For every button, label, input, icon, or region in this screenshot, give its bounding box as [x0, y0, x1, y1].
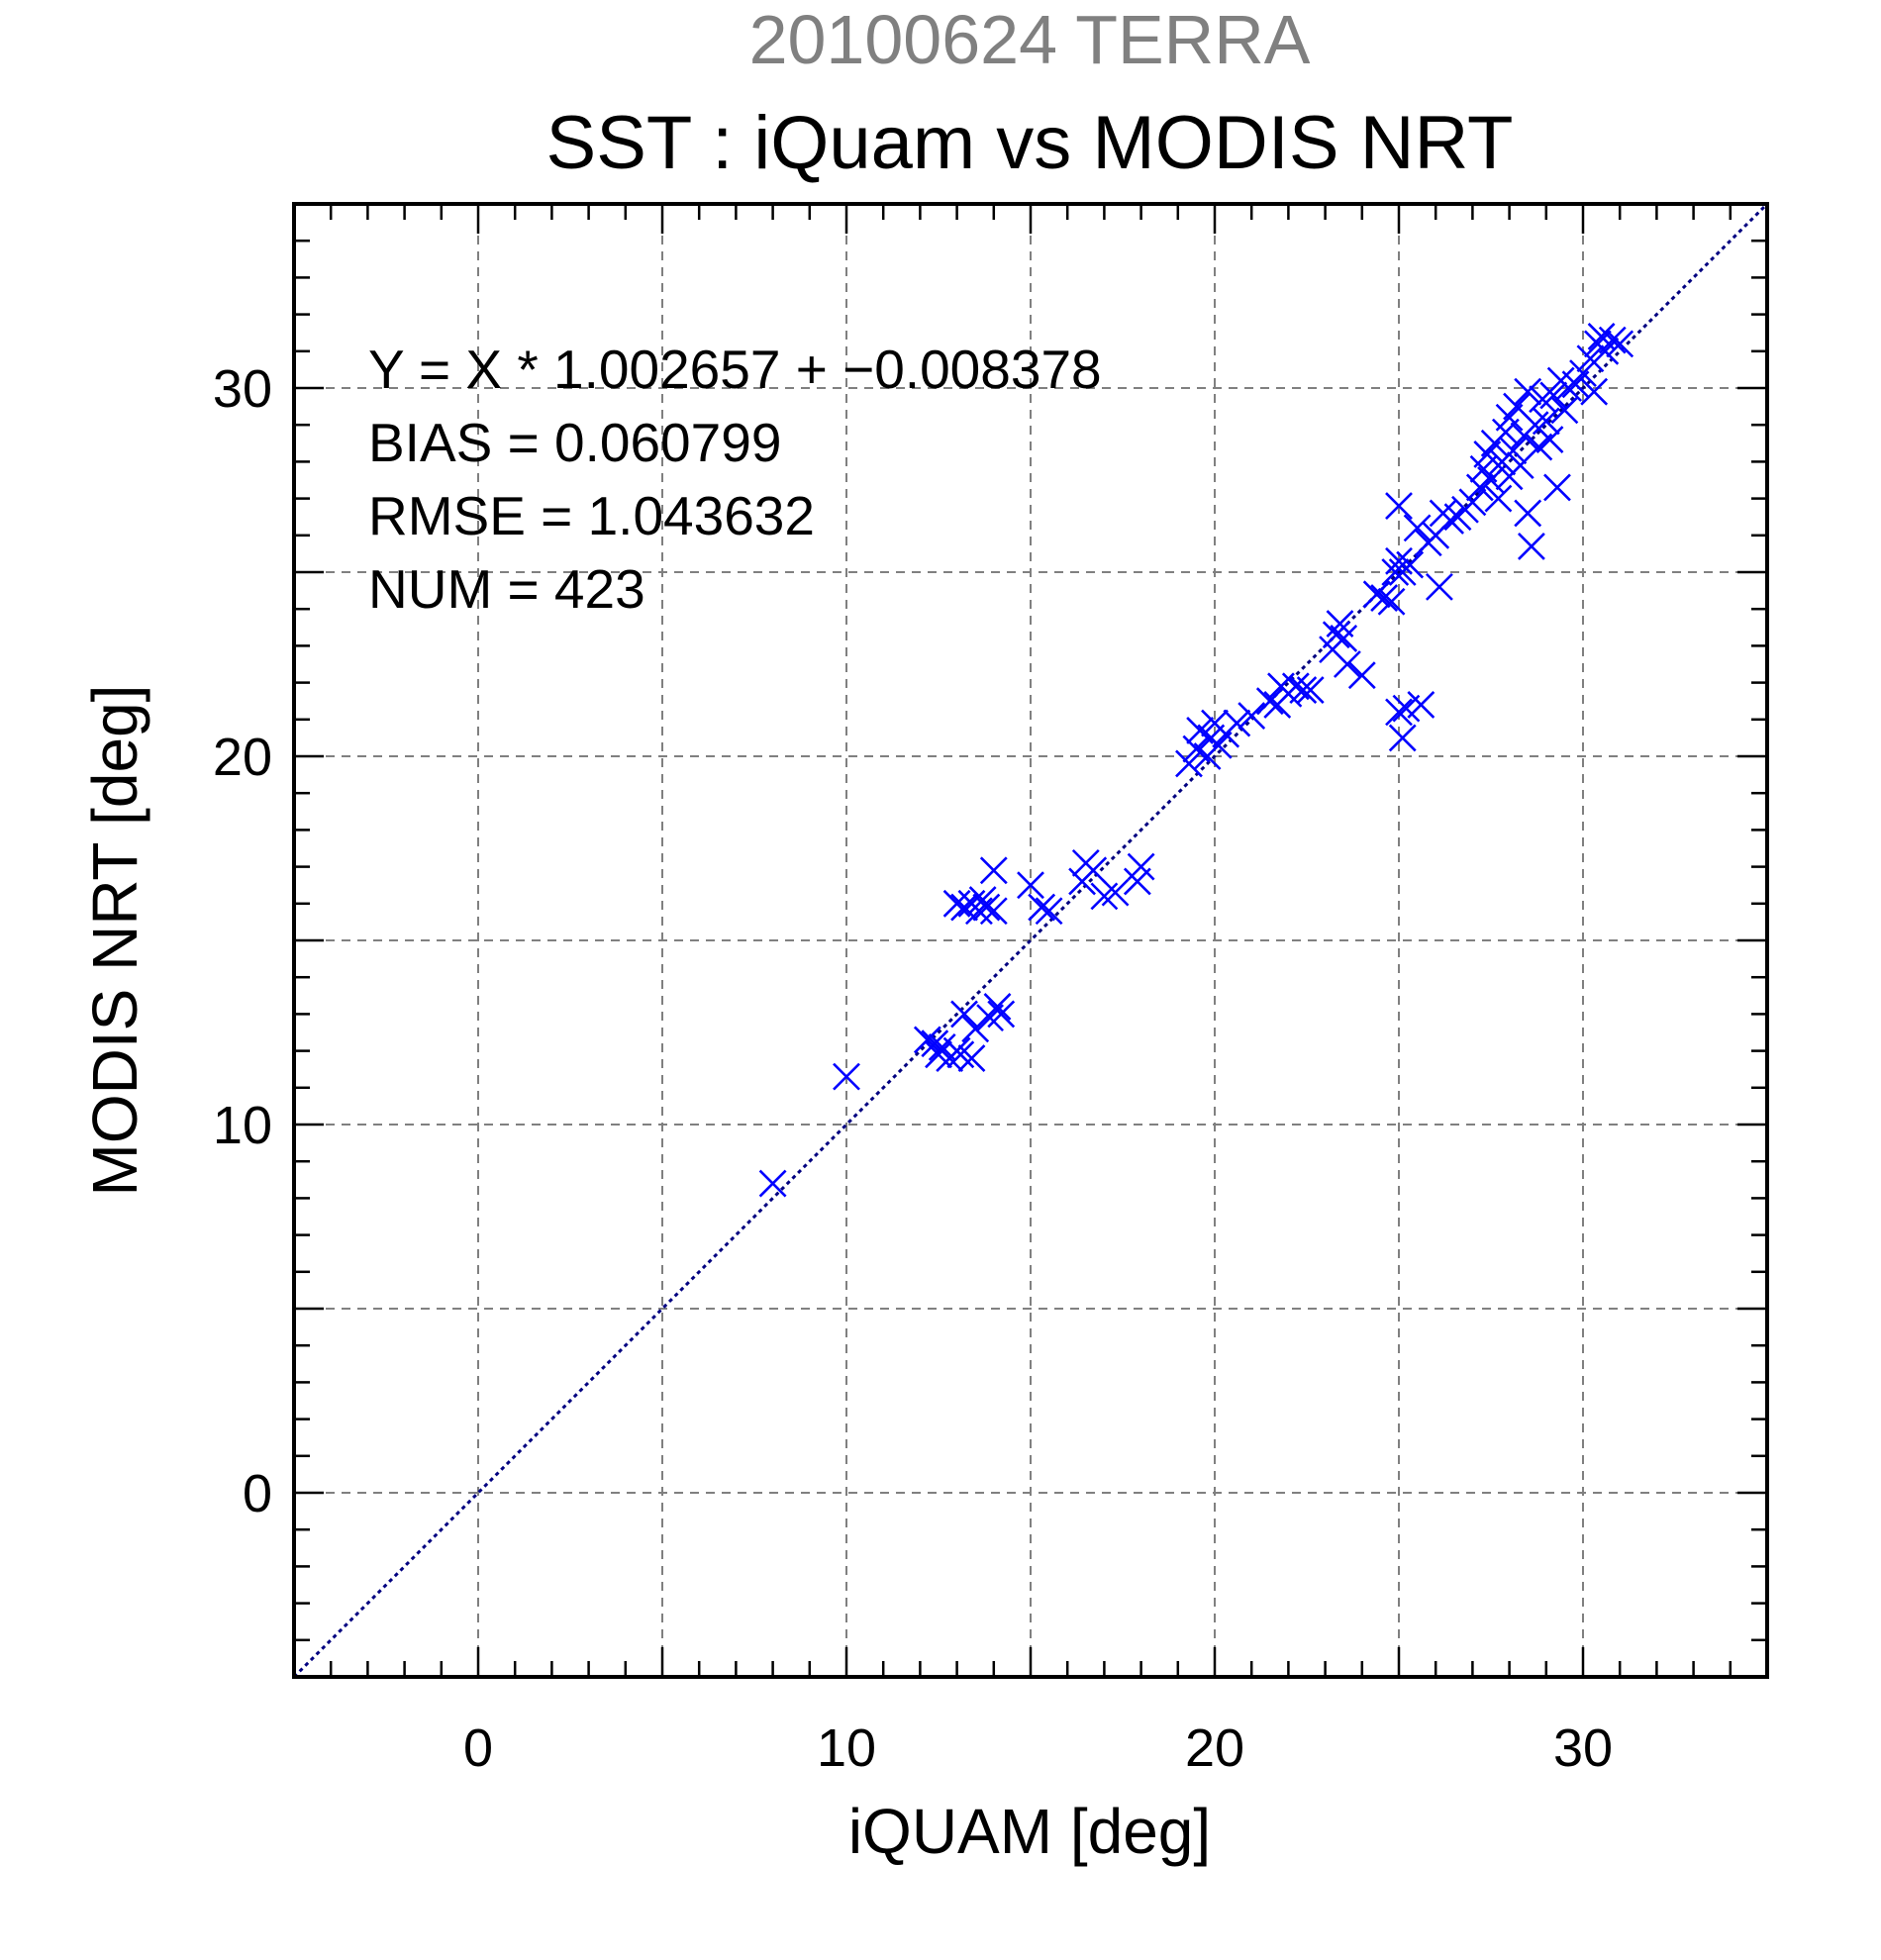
data-point: [1035, 897, 1063, 926]
stats-equation: Y = X * 1.002657 + −0.008378: [368, 339, 1102, 400]
data-point: [942, 889, 971, 918]
stats-rmse: RMSE = 1.043632: [368, 485, 815, 546]
x-tick-label: 0: [463, 1718, 493, 1778]
data-point: [1514, 499, 1542, 528]
data-point: [1407, 691, 1436, 719]
data-point: [925, 1040, 952, 1069]
y-tick-label: 20: [213, 728, 272, 787]
data-point: [979, 897, 1008, 926]
data-point: [1484, 484, 1513, 513]
reference-line-layer: [292, 202, 1769, 1679]
data-point: [1381, 558, 1410, 586]
data-point: [1606, 330, 1634, 358]
data-point: [1175, 749, 1203, 778]
data-point: [1330, 625, 1358, 652]
data-point: [1334, 650, 1361, 678]
data-point: [979, 856, 1008, 885]
data-point: [1322, 621, 1350, 649]
stats-bias: BIAS = 0.060799: [368, 412, 781, 473]
data-point: [1385, 492, 1413, 520]
data-point: [758, 1169, 787, 1198]
data-point: [913, 1026, 941, 1054]
data-points: [758, 323, 1634, 1198]
x-axis-label: iQUAM [deg]: [848, 1796, 1211, 1867]
data-point: [1436, 507, 1464, 535]
data-point: [1362, 580, 1391, 609]
data-point: [1499, 437, 1528, 465]
x-tick-label: 10: [817, 1718, 876, 1778]
data-point: [1289, 676, 1318, 704]
data-point: [965, 897, 993, 926]
data-point: [987, 1000, 1016, 1029]
data-point: [1385, 546, 1413, 575]
data-point: [1580, 377, 1609, 406]
chart-date-label: 20100624 TERRA: [749, 1, 1311, 78]
data-point: [1518, 533, 1545, 560]
y-tick-label: 0: [243, 1464, 272, 1523]
data-point: [1426, 572, 1453, 601]
data-point: [961, 1015, 990, 1043]
data-point: [950, 1000, 978, 1029]
data-point: [1543, 473, 1571, 502]
reference-line: [292, 202, 1769, 1679]
data-point: [1385, 698, 1413, 727]
data-point: [1403, 514, 1432, 542]
data-point: [1127, 852, 1155, 881]
data-point: [1370, 584, 1399, 612]
data-point: [1477, 466, 1505, 494]
data-point: [1539, 381, 1568, 410]
data-point: [1598, 326, 1627, 354]
data-point: [1532, 407, 1560, 436]
x-tick-labels: 0 10 20 30: [463, 1718, 1613, 1778]
axis-ticks: [294, 204, 1767, 1677]
data-point: [833, 1062, 860, 1091]
chart-title: SST : iQuam vs MODIS NRT: [546, 101, 1514, 185]
data-point: [1223, 709, 1251, 737]
data-point: [1569, 359, 1597, 388]
y-tick-label: 30: [213, 359, 272, 419]
data-point: [1090, 882, 1119, 911]
grid-lines: [294, 204, 1767, 1677]
data-point: [983, 993, 1012, 1021]
data-point: [1514, 377, 1542, 406]
x-tick-label: 30: [1553, 1718, 1613, 1778]
data-point: [1028, 893, 1056, 922]
data-point: [946, 1040, 975, 1069]
data-point: [1535, 426, 1564, 453]
data-point: [1550, 396, 1579, 425]
data-point: [1377, 587, 1406, 616]
data-point: [1101, 878, 1130, 907]
y-tick-labels: 0 10 20 30: [213, 359, 272, 1523]
data-point: [1255, 687, 1284, 716]
plot-frame: [292, 202, 1769, 1679]
data-point: [1079, 856, 1108, 885]
data-point: [1017, 871, 1044, 900]
data-point: [1347, 661, 1376, 690]
data-point: [1458, 488, 1487, 517]
data-point: [957, 1044, 986, 1072]
data-point: [1396, 550, 1425, 579]
y-axis-label: MODIS NRT [deg]: [79, 685, 150, 1197]
y-tick-label: 10: [213, 1096, 272, 1155]
data-point: [1576, 344, 1605, 373]
data-point: [1238, 702, 1266, 730]
data-point: [1296, 676, 1325, 704]
data-point: [972, 893, 1001, 922]
x-tick-label: 20: [1185, 1718, 1244, 1778]
data-point: [1388, 724, 1417, 752]
stats-num: NUM = 423: [368, 558, 645, 620]
